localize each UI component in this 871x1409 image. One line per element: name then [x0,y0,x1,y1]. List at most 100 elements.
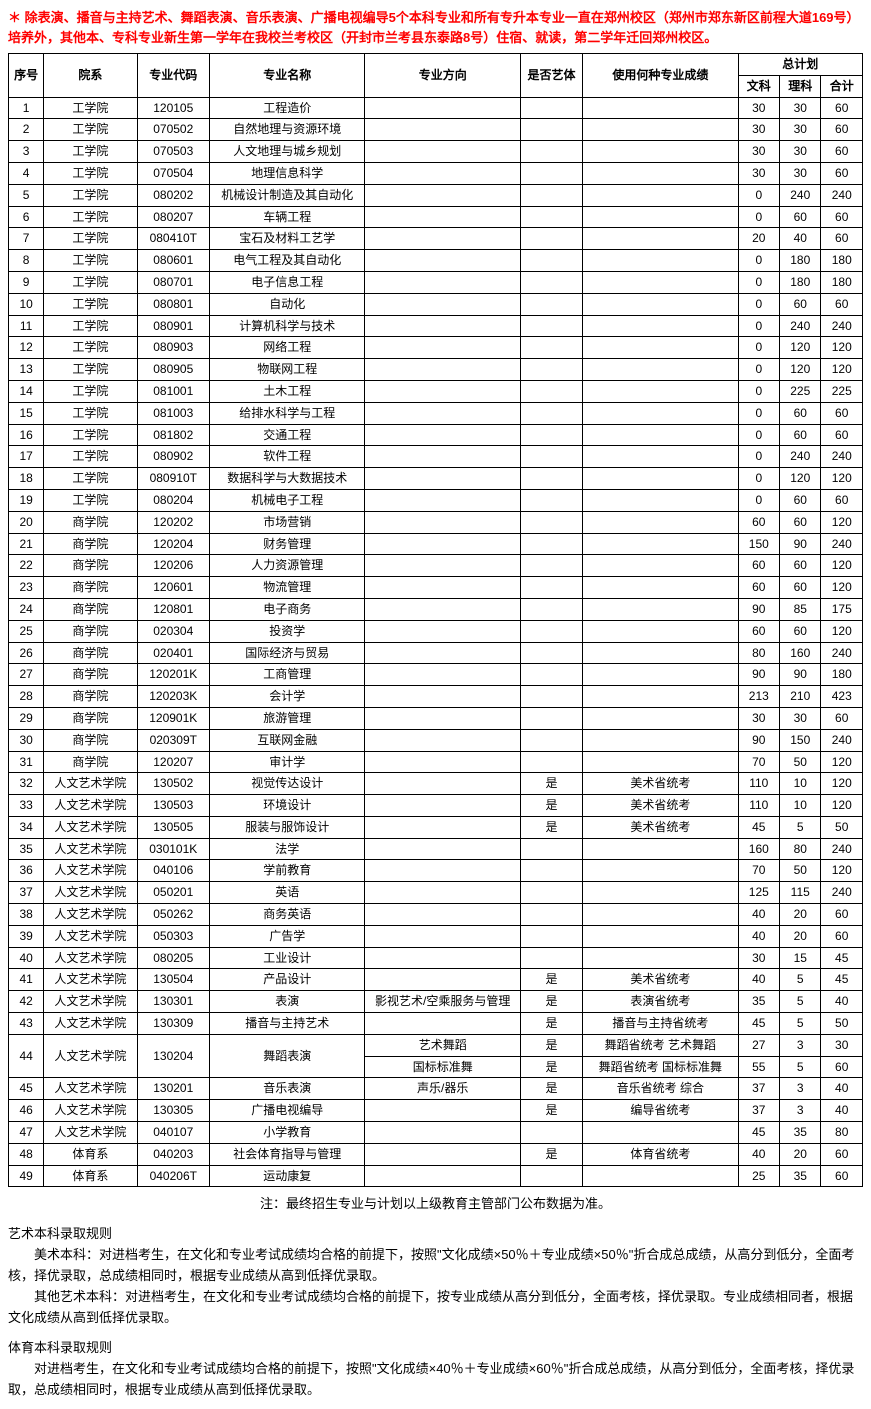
cell-code: 040203 [137,1143,210,1165]
cell-code: 081001 [137,380,210,402]
cell-art: 是 [520,816,582,838]
cell-score [583,489,738,511]
cell-seq: 26 [9,642,44,664]
cell-dir: 艺术舞蹈 [365,1034,520,1056]
cell-dept: 工学院 [44,489,137,511]
cell-total: 60 [821,119,863,141]
cell-seq: 2 [9,119,44,141]
cell-code: 020304 [137,620,210,642]
cell-dir [365,729,520,751]
cell-total: 50 [821,816,863,838]
cell-dept: 人文艺术学院 [44,991,137,1013]
pe-rules-heading: 体育本科录取规则 [8,1338,863,1359]
cell-total: 30 [821,1034,863,1056]
table-row: 22商学院120206人力资源管理6060120 [9,555,863,577]
cell-li: 10 [780,773,821,795]
cell-score: 舞蹈省统考 艺术舞蹈 [583,1034,738,1056]
cell-name: 审计学 [210,751,365,773]
cell-dept: 工学院 [44,293,137,315]
cell-art: 是 [520,795,582,817]
cell-wen: 30 [738,162,779,184]
cell-art [520,97,582,119]
cell-name: 投资学 [210,620,365,642]
cell-seq: 23 [9,577,44,599]
cell-total: 120 [821,751,863,773]
cell-total: 225 [821,380,863,402]
cell-seq: 25 [9,620,44,642]
cell-wen: 40 [738,904,779,926]
cell-code: 080205 [137,947,210,969]
cell-dir [365,511,520,533]
cell-code: 080801 [137,293,210,315]
cell-dept: 体育系 [44,1165,137,1187]
cell-score [583,162,738,184]
cell-dept: 工学院 [44,97,137,119]
cell-dept: 工学院 [44,250,137,272]
cell-dept: 商学院 [44,751,137,773]
cell-dept: 工学院 [44,206,137,228]
programs-table: 序号 院系 专业代码 专业名称 专业方向 是否艺体 使用何种专业成绩 总计划 文… [8,53,863,1187]
cell-li: 3 [780,1034,821,1056]
cell-total: 120 [821,359,863,381]
cell-name: 产品设计 [210,969,365,991]
cell-score [583,642,738,664]
cell-art [520,533,582,555]
art-rules-heading: 艺术本科录取规则 [8,1224,863,1245]
cell-seq: 3 [9,141,44,163]
cell-dir [365,838,520,860]
cell-code: 080601 [137,250,210,272]
cell-art [520,620,582,642]
cell-seq: 8 [9,250,44,272]
table-row: 4工学院070504地理信息科学303060 [9,162,863,184]
table-row: 1工学院120105工程造价303060 [9,97,863,119]
cell-seq: 39 [9,925,44,947]
cell-seq: 43 [9,1013,44,1035]
cell-li: 80 [780,838,821,860]
cell-name: 广播电视编导 [210,1100,365,1122]
cell-li: 60 [780,511,821,533]
cell-wen: 30 [738,947,779,969]
table-row: 32人文艺术学院130502视觉传达设计是美术省统考11010120 [9,773,863,795]
cell-li: 60 [780,293,821,315]
cell-seq: 7 [9,228,44,250]
cell-art [520,882,582,904]
cell-name: 宝石及材料工艺学 [210,228,365,250]
cell-score: 舞蹈省统考 国标标准舞 [583,1056,738,1078]
cell-art [520,838,582,860]
cell-li: 50 [780,751,821,773]
cell-seq: 38 [9,904,44,926]
cell-dept: 商学院 [44,620,137,642]
cell-dir [365,795,520,817]
cell-total: 50 [821,1013,863,1035]
cell-art [520,206,582,228]
th-art: 是否艺体 [520,54,582,98]
cell-seq: 20 [9,511,44,533]
cell-wen: 0 [738,468,779,490]
cell-li: 60 [780,206,821,228]
cell-li: 20 [780,1143,821,1165]
cell-wen: 150 [738,533,779,555]
cell-wen: 25 [738,1165,779,1187]
table-row: 14工学院081001土木工程0225225 [9,380,863,402]
cell-name: 国际经济与贸易 [210,642,365,664]
cell-total: 240 [821,729,863,751]
cell-art [520,1165,582,1187]
cell-score [583,119,738,141]
cell-total: 120 [821,860,863,882]
cell-seq: 14 [9,380,44,402]
cell-code: 120202 [137,511,210,533]
cell-code: 120901K [137,707,210,729]
cell-name: 播音与主持艺术 [210,1013,365,1035]
cell-li: 180 [780,250,821,272]
table-row: 42人文艺术学院130301表演影视艺术/空乘服务与管理是表演省统考35540 [9,991,863,1013]
art-rules-p2: 其他艺术本科：对进档考生，在文化和专业考试成绩均合格的前提下，按专业成绩从高分到… [8,1287,863,1329]
cell-dept: 工学院 [44,337,137,359]
cell-wen: 60 [738,511,779,533]
cell-score [583,315,738,337]
cell-art: 是 [520,1013,582,1035]
cell-li: 30 [780,119,821,141]
cell-dept: 商学院 [44,555,137,577]
table-row: 23商学院120601物流管理6060120 [9,577,863,599]
cell-name: 人力资源管理 [210,555,365,577]
th-seq: 序号 [9,54,44,98]
